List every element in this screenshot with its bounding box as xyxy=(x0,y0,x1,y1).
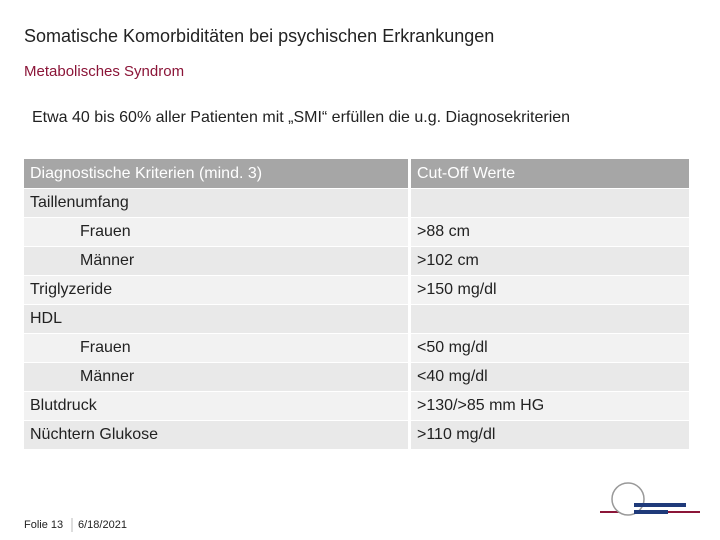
cell: >130/>85 mm HG xyxy=(411,392,689,420)
cell: >102 cm xyxy=(411,247,689,275)
intro-text: Etwa 40 bis 60% aller Patienten mit „SMI… xyxy=(32,109,571,126)
criteria-table: Diagnostische Kriterien (mind. 3) Cut-Off… xyxy=(21,158,692,450)
cell: Frauen xyxy=(24,218,408,246)
slide-title: Somatische Komorbiditäten bei psychische… xyxy=(24,26,495,46)
row: Frauen <50 mg/dl xyxy=(24,334,689,362)
row: HDL xyxy=(24,305,689,333)
cell: <50 mg/dl xyxy=(411,334,689,362)
cell: Triglyzeride xyxy=(24,276,408,304)
cell: Frauen xyxy=(24,334,408,362)
slide-number: Folie 13 xyxy=(24,519,64,531)
cell: Männer xyxy=(24,247,408,275)
footer-graphics xyxy=(71,482,700,532)
column-header: Cut-Off Werte xyxy=(411,159,689,188)
cell: <40 mg/dl xyxy=(411,363,689,391)
logo-text xyxy=(634,510,668,514)
cell xyxy=(411,189,689,217)
cell: HDL xyxy=(24,305,408,333)
logo-text xyxy=(634,503,686,507)
row: Nüchtern Glukose >110 mg/dl xyxy=(24,421,689,449)
row: Männer <40 mg/dl xyxy=(24,363,689,391)
row: Taillenumfang xyxy=(24,189,689,217)
cell xyxy=(411,305,689,333)
slide-date: 6/18/2021 xyxy=(78,519,127,531)
slide-subtitle: Metabolisches Syndrom xyxy=(24,63,185,80)
cell: Blutdruck xyxy=(24,392,408,420)
cell: >110 mg/dl xyxy=(411,421,689,449)
row: Männer >102 cm xyxy=(24,247,689,275)
row: Frauen >88 cm xyxy=(24,218,689,246)
cell: >88 cm xyxy=(411,218,689,246)
cell: Männer xyxy=(24,363,408,391)
column-header: Diagnostische Kriterien (mind. 3) xyxy=(24,159,408,188)
header-row: Diagnostische Kriterien (mind. 3) Cut-Off… xyxy=(24,159,689,188)
row: Blutdruck >130/>85 mm HG xyxy=(24,392,689,420)
cell: >150 mg/dl xyxy=(411,276,689,304)
cell: Nüchtern Glukose xyxy=(24,421,408,449)
cell: Taillenumfang xyxy=(24,189,408,217)
row: Triglyzeride >150 mg/dl xyxy=(24,276,689,304)
